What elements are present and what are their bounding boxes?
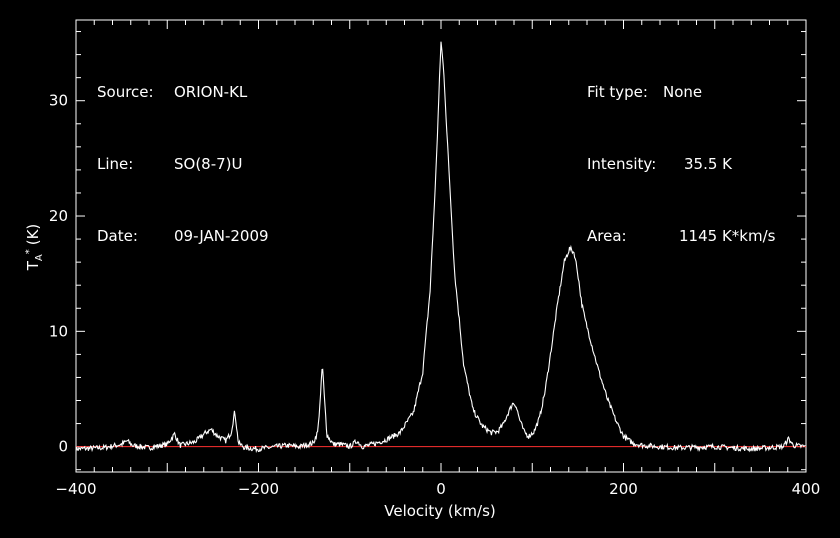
info-block-left: Source: ORION-KL Line: SO(8-7)U Date: 09-JA…	[97, 32, 269, 272]
info-value: ORION-KL	[174, 83, 248, 101]
info-label: Line:	[97, 155, 134, 173]
info-label: Fit type:	[587, 83, 648, 101]
tick-marks	[75, 20, 807, 472]
info-block-right: Fit type: None Intensity: 35.5 K Area: 1145…	[587, 32, 775, 272]
info-label: Source:	[97, 83, 154, 101]
x-tick-label: −200	[238, 480, 279, 498]
y-label-main: T	[24, 260, 42, 271]
info-row-area: Area: 1145 K*km/s	[587, 224, 775, 248]
info-label: Date:	[97, 227, 138, 245]
x-tick-label: 200	[609, 480, 638, 498]
info-value: 35.5 K	[684, 155, 733, 173]
info-row-fit-type: Fit type: None	[587, 80, 775, 104]
info-value: 09-JAN-2009	[174, 227, 269, 245]
y-tick-label: 0	[58, 438, 68, 456]
info-row-source: Source: ORION-KL	[97, 80, 269, 104]
x-tick-label: 0	[436, 480, 446, 498]
info-row-date: Date: 09-JAN-2009	[97, 224, 269, 248]
spectrum-line	[75, 41, 806, 454]
svg-text:TA*(K): TA* (K)	[24, 224, 45, 272]
info-value: None	[663, 83, 703, 101]
y-label-sup: *	[24, 249, 35, 254]
info-label: Intensity:	[587, 155, 657, 173]
y-label-sub: A	[34, 254, 45, 261]
x-axis-label: Velocity (km/s)	[384, 502, 495, 520]
x-tick-label: 400	[792, 480, 821, 498]
info-row-intensity: Intensity: 35.5 K	[587, 152, 775, 176]
y-tick-label: 30	[49, 92, 68, 110]
info-value: SO(8-7)U	[174, 155, 243, 173]
y-axis-label: TA* (K)	[24, 224, 45, 272]
x-tick-label: −400	[55, 480, 96, 498]
tick-labels: −400 −200 0 200 400 0 10 20 30	[49, 92, 820, 498]
info-value: 1145 K*km/s	[679, 227, 776, 245]
info-row-line: Line: SO(8-7)U	[97, 152, 269, 176]
y-tick-label: 10	[49, 322, 68, 340]
y-tick-label: 20	[49, 207, 68, 225]
info-label: Area:	[587, 227, 627, 245]
y-label-unit: (K)	[24, 224, 42, 246]
